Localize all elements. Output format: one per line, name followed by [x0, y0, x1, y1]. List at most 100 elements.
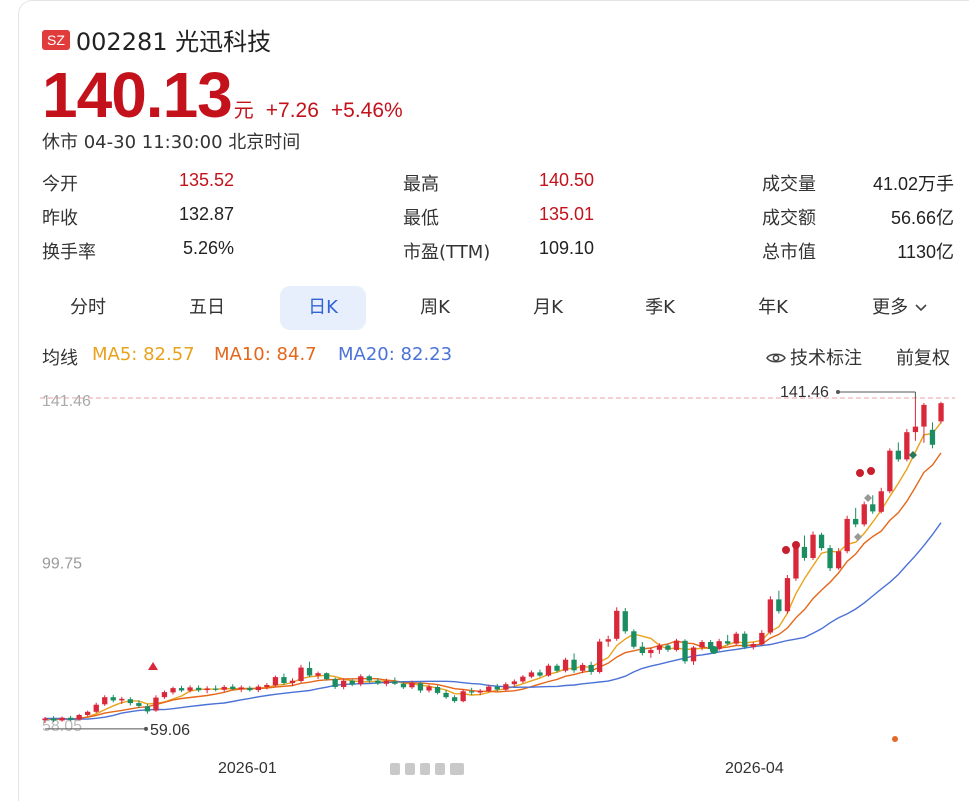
candle-body	[597, 641, 603, 672]
candle-body	[818, 534, 825, 549]
market-status: 休市 04-30 11:30:00 北京时间	[42, 132, 301, 153]
candle-body	[725, 641, 731, 644]
candle-body	[571, 659, 577, 671]
candle-body	[230, 686, 236, 689]
tab-weekly-k[interactable]: 周K	[420, 297, 450, 318]
taskbar-fragment	[390, 762, 470, 776]
taskbar-glyph	[390, 763, 400, 775]
candle-body	[528, 672, 535, 677]
candle-body	[588, 664, 594, 672]
tab-monthly-k[interactable]: 月K	[533, 297, 563, 318]
candle-body	[289, 680, 296, 684]
candle-body	[221, 687, 227, 690]
candle-body	[912, 426, 919, 433]
tab-five-day[interactable]: 五日	[189, 297, 225, 318]
candle-body	[255, 686, 261, 691]
candle-body	[383, 681, 389, 684]
tab-quarterly-k[interactable]: 季K	[645, 297, 675, 318]
price-row: 140.13 元 +7.26 +5.46%	[42, 58, 415, 132]
min-price-label: 59.06	[150, 722, 190, 739]
candle-body	[469, 691, 475, 693]
candle-body	[460, 691, 466, 702]
candle-body	[887, 450, 893, 492]
signal-dot-icon	[792, 541, 800, 549]
stock-header: SZ 002281 光迅科技	[42, 22, 271, 57]
candle-body	[366, 676, 372, 681]
open-label: 今开	[42, 174, 78, 195]
candle-body	[486, 686, 492, 691]
candle-body	[708, 642, 714, 650]
min-marker-dot	[144, 726, 148, 731]
candle-body	[93, 704, 99, 712]
taskbar-glyph	[420, 763, 430, 775]
candle-body	[844, 518, 850, 552]
candle-body	[827, 548, 833, 569]
candle-body	[59, 717, 65, 721]
kline-chart[interactable]: 141.46 99.75 58.05 141.46 59.06 2026-01 2026-0…	[0, 380, 969, 780]
period-tabs: 分时 五日 日K 周K 月K 季K 年K 更多	[33, 286, 953, 332]
amount-label: 成交额	[762, 208, 816, 229]
tab-daily-k[interactable]: 日K	[280, 286, 366, 330]
signal-dot-icon	[856, 469, 864, 477]
prev-close-value: 132.87	[178, 204, 234, 224]
candle-body	[204, 688, 210, 691]
x-axis-label-apr: 2026-04	[725, 760, 784, 777]
candle-body	[853, 518, 859, 525]
tab-intraday[interactable]: 分时	[70, 297, 106, 318]
tech-annotation-toggle[interactable]: 技术标注	[766, 344, 862, 370]
signal-dot-icon	[710, 646, 718, 654]
candle-body	[281, 677, 287, 683]
candle-body	[776, 599, 782, 612]
taskbar-glyph	[450, 763, 464, 775]
candle-body	[861, 504, 867, 525]
max-price-label: 141.46	[780, 384, 829, 401]
candle-body	[904, 432, 910, 460]
prev-close-label: 昨收	[42, 208, 78, 229]
mktcap-label: 总市值	[762, 242, 816, 263]
candle-body	[315, 673, 321, 676]
adjust-mode-button[interactable]: 前复权	[896, 348, 950, 369]
candle-body	[503, 684, 509, 690]
latest-dot-icon	[892, 736, 898, 742]
candle-body	[622, 611, 628, 632]
candle-body	[836, 551, 842, 569]
y-axis-label-bottom: 58.05	[42, 718, 82, 735]
candle-body	[870, 504, 876, 512]
turnover-value: 5.26%	[182, 238, 234, 258]
candle-body	[110, 697, 116, 701]
candle-body	[742, 633, 748, 648]
signal-dot-icon	[867, 467, 875, 475]
taskbar-glyph	[405, 763, 415, 775]
mktcap-value: 1130亿	[897, 242, 954, 262]
candle-body	[324, 673, 330, 680]
ma5-line	[44, 421, 942, 721]
candle-body	[187, 687, 193, 691]
candle-body	[452, 697, 458, 702]
tab-yearly-k[interactable]: 年K	[758, 297, 788, 318]
ma20-value: MA20: 82.23	[338, 344, 453, 365]
pe-value: 109.10	[538, 238, 594, 258]
candle-body	[605, 639, 611, 642]
candle-body	[690, 647, 697, 662]
candle-body	[426, 686, 432, 691]
y-axis-label-mid: 99.75	[42, 556, 82, 573]
tab-more[interactable]: 更多	[855, 286, 945, 330]
candle-body	[784, 578, 791, 612]
candle-body	[400, 683, 407, 688]
eye-icon	[766, 353, 786, 363]
candle-body	[76, 715, 82, 720]
candle-body	[349, 680, 355, 685]
tab-more-label: 更多	[872, 297, 909, 318]
candle-body	[648, 649, 654, 654]
candle-body	[375, 680, 381, 684]
amount-value: 56.66亿	[890, 208, 954, 228]
candle-body	[929, 429, 936, 445]
candle-body	[562, 659, 569, 671]
turnover-label: 换手率	[42, 242, 96, 263]
taskbar-glyph	[435, 763, 445, 775]
tech-annotation-label: 技术标注	[790, 348, 862, 369]
candle-body	[733, 633, 739, 644]
candle-body	[68, 717, 74, 720]
candle-body	[332, 679, 338, 687]
x-axis-label-jan: 2026-01	[218, 760, 277, 777]
